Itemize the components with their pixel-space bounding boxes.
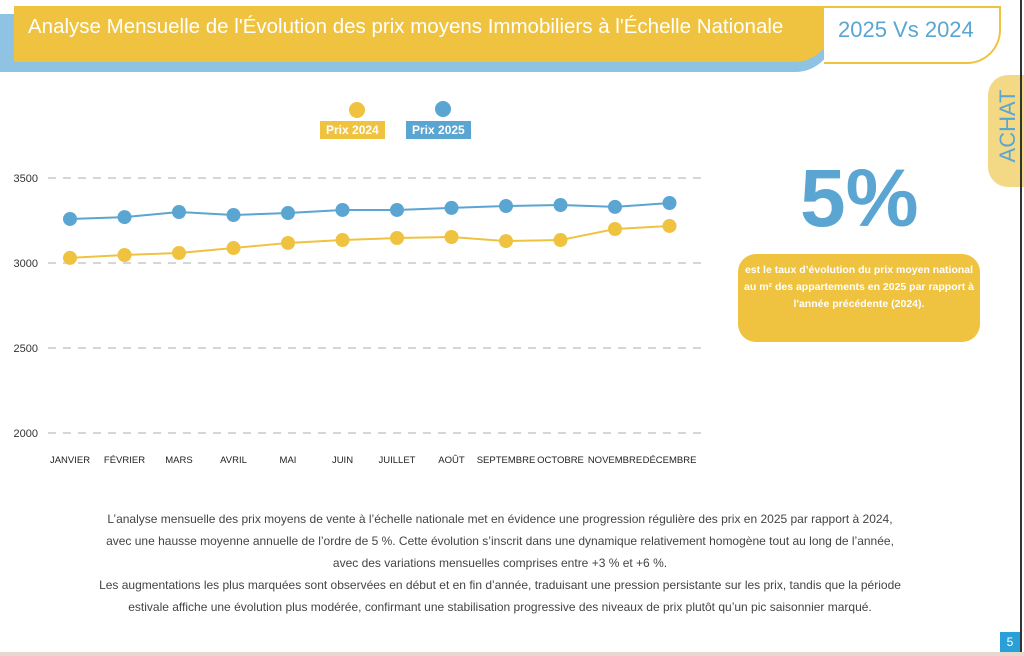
x-tick-label: JANVIER	[50, 455, 90, 466]
data-point	[553, 198, 568, 213]
y-tick-label: 2500	[14, 343, 38, 355]
data-point	[226, 241, 241, 256]
x-tick-label: MARS	[165, 455, 192, 466]
line-chart: 2000 2500 3000 3500 JANVIER FÉVRIER MARS AVRIL M…	[14, 173, 708, 466]
x-tick-label: JUIN	[332, 455, 353, 466]
x-tick-label: DÉCEMBRE	[643, 455, 697, 466]
data-point	[335, 202, 350, 217]
data-point	[172, 245, 186, 260]
page-title: Analyse Mensuelle de l'Évolution des pri…	[28, 15, 784, 38]
y-tick-label: 2000	[14, 428, 38, 440]
x-tick-label: FÉVRIER	[104, 455, 145, 466]
page-number: 5	[1000, 632, 1020, 652]
x-tick-label: NOVEMBRE	[588, 455, 642, 466]
legend-dot-2024	[349, 102, 365, 118]
data-point	[281, 206, 295, 221]
legend-label-2024: Prix 2024	[320, 121, 385, 139]
legend-label-2025: Prix 2025	[406, 121, 471, 139]
title-banner	[14, 6, 834, 62]
y-tick-label: 3000	[14, 258, 38, 270]
data-point	[63, 211, 77, 226]
data-point	[662, 195, 677, 210]
series-line-2024	[69, 224, 670, 259]
data-point	[608, 222, 622, 236]
footer-bar	[0, 652, 1024, 656]
x-tick-label: OCTOBRE	[537, 455, 584, 466]
paragraph-line: avec une hausse moyenne annuelle de l’or…	[106, 534, 894, 548]
data-point	[499, 234, 513, 249]
data-point	[281, 235, 295, 250]
data-point	[63, 250, 77, 265]
year-box	[824, 6, 1001, 64]
data-point	[662, 218, 677, 233]
data-point	[117, 210, 132, 225]
data-point	[444, 200, 459, 215]
year-comparison: 2025 Vs 2024	[838, 17, 974, 42]
data-point	[608, 199, 622, 214]
achat-label: ACHAT	[995, 89, 1020, 163]
data-point	[390, 202, 404, 217]
data-point	[335, 233, 350, 248]
y-tick-label: 3500	[14, 173, 38, 185]
data-point	[390, 231, 404, 246]
data-point	[172, 205, 186, 219]
x-tick-label: JUILLET	[379, 455, 416, 466]
achat-tab[interactable]: ACHAT	[988, 75, 1024, 187]
paragraph-line: Les augmentations les plus marquées sont…	[99, 578, 901, 592]
x-tick-label: SEPTEMBRE	[477, 455, 536, 466]
paragraph-line: estivale affiche une évolution plus modé…	[128, 600, 872, 614]
paragraph-line: L’analyse mensuelle des prix moyens de v…	[107, 512, 893, 526]
series-line-2025	[69, 201, 670, 220]
analysis-text: L’analyse mensuelle des prix moyens de v…	[60, 508, 940, 618]
page-edge	[1020, 0, 1022, 656]
kpi-description: est le taux d’évolution du prix moyen na…	[738, 254, 980, 342]
data-point	[444, 229, 459, 244]
legend-dot-2025	[435, 101, 451, 117]
kpi-value: 5%	[800, 153, 919, 244]
x-tick-label: MAI	[280, 455, 297, 466]
data-point	[499, 199, 513, 214]
data-point	[117, 248, 132, 263]
data-point	[226, 208, 241, 223]
paragraph-line: avec des variations mensuelles comprises…	[332, 556, 668, 570]
x-tick-label: AVRIL	[220, 455, 247, 466]
data-point	[553, 233, 568, 248]
x-tick-label: AOÛT	[438, 455, 465, 466]
